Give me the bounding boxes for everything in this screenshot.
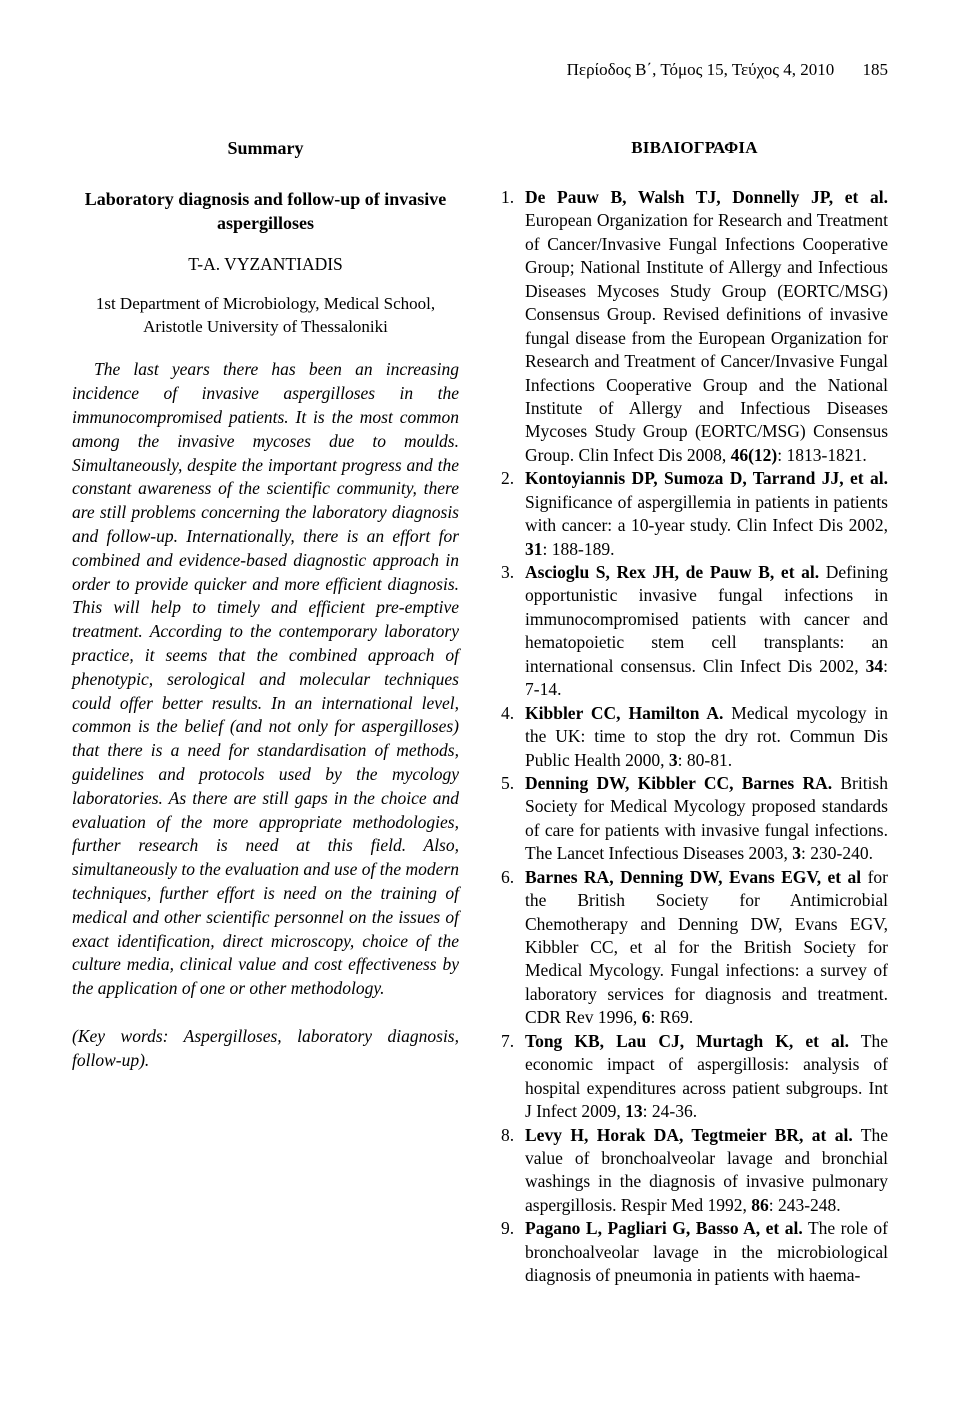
journal-issue: Περίοδος Β΄, Τόμος 15, Τεύχος 4, 2010	[567, 60, 835, 79]
reference-authors: Denning DW, Kibbler CC, Barnes RA.	[525, 773, 832, 793]
reference-pages: : 230-240.	[801, 843, 873, 863]
reference-item: 7.Tong KB, Lau CJ, Murtagh K, et al. The…	[501, 1030, 888, 1124]
reference-volume: 3	[669, 750, 678, 770]
reference-authors: Levy H, Horak DA, Tegtmeier BR, at al.	[525, 1125, 853, 1145]
reference-number: 6.	[501, 866, 525, 1030]
reference-item: 8.Levy H, Horak DA, Tegtmeier BR, at al.…	[501, 1124, 888, 1218]
reference-authors: De Pauw B, Walsh TJ, Donnelly JP, et al.	[525, 187, 888, 207]
reference-volume: 46(12)	[731, 445, 778, 465]
reference-volume: 3	[792, 843, 801, 863]
reference-volume: 31	[525, 539, 543, 559]
reference-body: Tong KB, Lau CJ, Murtagh K, et al. The e…	[525, 1030, 888, 1124]
reference-body: Pagano L, Pagliari G, Basso A, et al. Th…	[525, 1217, 888, 1287]
reference-pages: : 188-189.	[543, 539, 615, 559]
author: T-A. VYZANTIADIS	[72, 254, 459, 275]
two-column-layout: Summary Laboratory diagnosis and follow-…	[72, 138, 888, 1288]
reference-text: European Organization for Research and T…	[525, 210, 888, 464]
running-header: Περίοδος Β΄, Τόμος 15, Τεύχος 4, 2010 18…	[72, 60, 888, 80]
reference-number: 1.	[501, 186, 525, 467]
left-column: Summary Laboratory diagnosis and follow-…	[72, 138, 459, 1288]
reference-number: 5.	[501, 772, 525, 866]
reference-volume: 34	[866, 656, 884, 676]
reference-pages: : 24-36.	[643, 1101, 697, 1121]
references-list: 1.De Pauw B, Walsh TJ, Donnelly JP, et a…	[501, 186, 888, 1288]
abstract-text: The last years there has been an increas…	[72, 358, 459, 1001]
reference-pages: : R69.	[650, 1007, 693, 1027]
reference-authors: Tong KB, Lau CJ, Murtagh K, et al.	[525, 1031, 849, 1051]
reference-number: 8.	[501, 1124, 525, 1218]
reference-volume: 86	[751, 1195, 769, 1215]
reference-body: Kontoyiannis DP, Sumoza D, Tarrand JJ, e…	[525, 467, 888, 561]
reference-text: Significance of aspergillemia in patient…	[525, 492, 888, 535]
reference-number: 4.	[501, 702, 525, 772]
page: Περίοδος Β΄, Τόμος 15, Τεύχος 4, 2010 18…	[0, 0, 960, 1414]
reference-number: 2.	[501, 467, 525, 561]
reference-item: 4.Kibbler CC, Hamilton A. Medical mycolo…	[501, 702, 888, 772]
reference-item: 5.Denning DW, Kibbler CC, Barnes RA. Bri…	[501, 772, 888, 866]
affiliation: 1st Department of Microbiology, Medical …	[72, 293, 459, 339]
reference-volume: 13	[625, 1101, 643, 1121]
page-number: 185	[863, 60, 889, 79]
reference-item: 9.Pagano L, Pagliari G, Basso A, et al. …	[501, 1217, 888, 1287]
reference-authors: Ascioglu S, Rex JH, de Pauw B, et al.	[525, 562, 819, 582]
reference-body: Kibbler CC, Hamilton A. Medical mycology…	[525, 702, 888, 772]
reference-body: Barnes RA, Denning DW, Evans EGV, et al …	[525, 866, 888, 1030]
reference-item: 6.Barnes RA, Denning DW, Evans EGV, et a…	[501, 866, 888, 1030]
reference-item: 3.Ascioglu S, Rex JH, de Pauw B, et al. …	[501, 561, 888, 702]
reference-pages: : 243-248.	[769, 1195, 841, 1215]
reference-body: Levy H, Horak DA, Tegtmeier BR, at al. T…	[525, 1124, 888, 1218]
reference-body: Denning DW, Kibbler CC, Barnes RA. Briti…	[525, 772, 888, 866]
reference-authors: Barnes RA, Denning DW, Evans EGV, et al	[525, 867, 861, 887]
reference-authors: Kontoyiannis DP, Sumoza D, Tarrand JJ, e…	[525, 468, 888, 488]
reference-pages: : 1813-1821.	[777, 445, 866, 465]
reference-text: for the British Society for Antimicrobia…	[525, 867, 888, 1028]
keywords: (Key words: Aspergilloses, laboratory di…	[72, 1025, 459, 1073]
bibliography-label: ΒΙΒΛΙΟΓΡΑΦΙΑ	[501, 138, 888, 158]
article-title: Laboratory diagnosis and follow-up of in…	[72, 187, 459, 236]
reference-item: 2.Kontoyiannis DP, Sumoza D, Tarrand JJ,…	[501, 467, 888, 561]
reference-authors: Kibbler CC, Hamilton A.	[525, 703, 723, 723]
reference-pages: : 80-81.	[678, 750, 732, 770]
reference-body: Ascioglu S, Rex JH, de Pauw B, et al. De…	[525, 561, 888, 702]
right-column: ΒΙΒΛΙΟΓΡΑΦΙΑ 1.De Pauw B, Walsh TJ, Donn…	[501, 138, 888, 1288]
reference-number: 3.	[501, 561, 525, 702]
summary-label: Summary	[72, 138, 459, 159]
reference-number: 9.	[501, 1217, 525, 1287]
reference-number: 7.	[501, 1030, 525, 1124]
reference-body: De Pauw B, Walsh TJ, Donnelly JP, et al.…	[525, 186, 888, 467]
reference-authors: Pagano L, Pagliari G, Basso A, et al.	[525, 1218, 803, 1238]
reference-item: 1.De Pauw B, Walsh TJ, Donnelly JP, et a…	[501, 186, 888, 467]
